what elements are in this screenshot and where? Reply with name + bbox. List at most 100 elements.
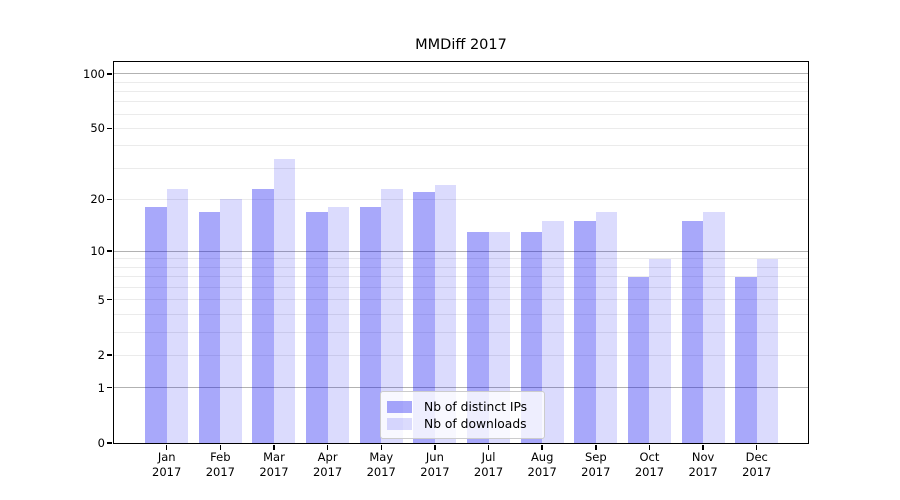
- y-tick-label: 100: [83, 66, 105, 81]
- minor-gridline: [114, 167, 808, 169]
- bar-distinct-ips-feb: [198, 211, 221, 443]
- x-tick-label-dec: Dec 2017: [729, 450, 785, 480]
- x-tick-label-aug: Aug 2017: [514, 450, 570, 480]
- minor-gridline: [114, 258, 808, 260]
- x-axis-tick: [273, 445, 275, 450]
- y-axis-tick: [107, 442, 112, 444]
- bar-distinct-ips-may: [359, 207, 382, 443]
- month-year: 2017: [634, 465, 665, 479]
- x-tick-label-jul: Jul 2017: [461, 450, 517, 480]
- legend: Nb of distinct IPs Nb of downloads: [380, 391, 545, 439]
- minor-gridline: [114, 145, 808, 147]
- legend-row: Nb of downloads: [387, 415, 535, 432]
- x-axis-tick: [541, 445, 543, 450]
- legend-label: Nb of distinct IPs: [424, 399, 528, 414]
- major-gridline: [114, 387, 808, 389]
- y-tick-label: 10: [90, 244, 105, 259]
- month-name: Feb: [210, 450, 231, 464]
- bar-downloads-may: [381, 188, 403, 443]
- bar-distinct-ips-jan: [145, 207, 167, 443]
- legend-row: Nb of distinct IPs: [387, 398, 535, 415]
- minor-gridline: [114, 127, 808, 129]
- bar-distinct-ips-aug: [520, 231, 543, 443]
- x-tick-label-oct: Oct 2017: [621, 450, 677, 480]
- y-axis-tick: [107, 127, 112, 130]
- minor-gridline: [114, 266, 808, 268]
- y-axis-tick: [107, 73, 112, 75]
- bar-distinct-ips-apr: [306, 211, 328, 443]
- month-name: May: [369, 450, 394, 464]
- chart-title: MMDiff 2017: [415, 37, 507, 53]
- month-name: Oct: [639, 450, 660, 464]
- bar-distinct-ips-dec: [735, 276, 757, 443]
- month-name: Aug: [530, 450, 554, 464]
- bar-distinct-ips-jun: [413, 192, 435, 443]
- bar-downloads-jul: [488, 231, 511, 443]
- minor-gridline: [114, 101, 808, 103]
- month-name: Dec: [745, 450, 768, 464]
- y-axis-tick: [107, 298, 112, 301]
- bar-downloads-aug: [542, 221, 564, 443]
- month-name: Mar: [263, 450, 285, 464]
- x-axis-tick: [380, 445, 382, 450]
- month-year: 2017: [152, 465, 182, 479]
- legend-swatch-distinct-ips: [387, 400, 412, 413]
- month-year: 2017: [259, 465, 289, 479]
- bar-downloads-jan: [166, 188, 189, 443]
- x-tick-label-sep: Sep 2017: [568, 450, 624, 480]
- major-gridline: [114, 250, 808, 252]
- month-name: Sep: [584, 450, 607, 464]
- bar-distinct-ips-nov: [681, 221, 704, 443]
- legend-swatch-downloads: [387, 417, 412, 430]
- y-tick-label: 20: [90, 192, 105, 207]
- y-axis-tick: [107, 386, 112, 389]
- x-tick-label-jan: Jan 2017: [139, 450, 195, 480]
- bar-distinct-ips-oct: [627, 276, 650, 443]
- y-tick-label: 1: [97, 380, 105, 395]
- x-tick-label-nov: Nov 2017: [675, 450, 731, 480]
- y-tick-label: 0: [97, 436, 105, 450]
- bar-downloads-nov: [703, 211, 725, 443]
- plot-area: [113, 61, 809, 444]
- x-tick-label-may: May 2017: [353, 450, 409, 480]
- month-name: Apr: [317, 450, 338, 464]
- x-tick-label-jun: Jun 2017: [407, 450, 463, 480]
- x-axis-tick: [326, 445, 329, 450]
- month-year: 2017: [527, 465, 557, 479]
- bar-distinct-ips-mar: [252, 188, 274, 443]
- bar-distinct-ips-jul: [467, 231, 489, 443]
- y-tick-label: 5: [97, 292, 105, 307]
- x-axis-tick: [434, 445, 436, 450]
- bar-downloads-mar: [273, 158, 296, 443]
- x-axis-tick: [165, 445, 168, 450]
- minor-gridline: [114, 354, 808, 356]
- y-tick-label: 50: [90, 121, 105, 136]
- month-year: 2017: [312, 465, 343, 479]
- bar-distinct-ips-sep: [574, 221, 596, 443]
- month-year: 2017: [473, 465, 504, 479]
- bar-downloads-jun: [434, 185, 457, 443]
- x-axis-tick: [595, 445, 597, 450]
- month-year: 2017: [581, 465, 611, 479]
- minor-gridline: [114, 299, 808, 301]
- x-axis-tick: [487, 445, 490, 450]
- bar-downloads-sep: [595, 211, 618, 443]
- month-name: Jan: [157, 450, 176, 464]
- x-axis-tick: [702, 445, 704, 450]
- minor-gridline: [114, 276, 808, 278]
- month-name: Jun: [425, 450, 444, 464]
- minor-gridline: [114, 313, 808, 315]
- month-year: 2017: [366, 465, 396, 479]
- y-axis-tick: [107, 354, 112, 356]
- month-year: 2017: [420, 465, 450, 479]
- legend-label: Nb of downloads: [424, 416, 527, 431]
- x-axis-tick: [755, 445, 758, 450]
- minor-gridline: [114, 113, 808, 115]
- x-axis-tick: [648, 445, 651, 450]
- month-year: 2017: [688, 465, 718, 479]
- x-tick-label-mar: Mar 2017: [246, 450, 302, 480]
- minor-gridline: [114, 81, 808, 83]
- bar-downloads-feb: [220, 199, 242, 443]
- x-tick-label-feb: Feb 2017: [192, 450, 248, 480]
- x-tick-label-apr: Apr 2017: [300, 450, 356, 480]
